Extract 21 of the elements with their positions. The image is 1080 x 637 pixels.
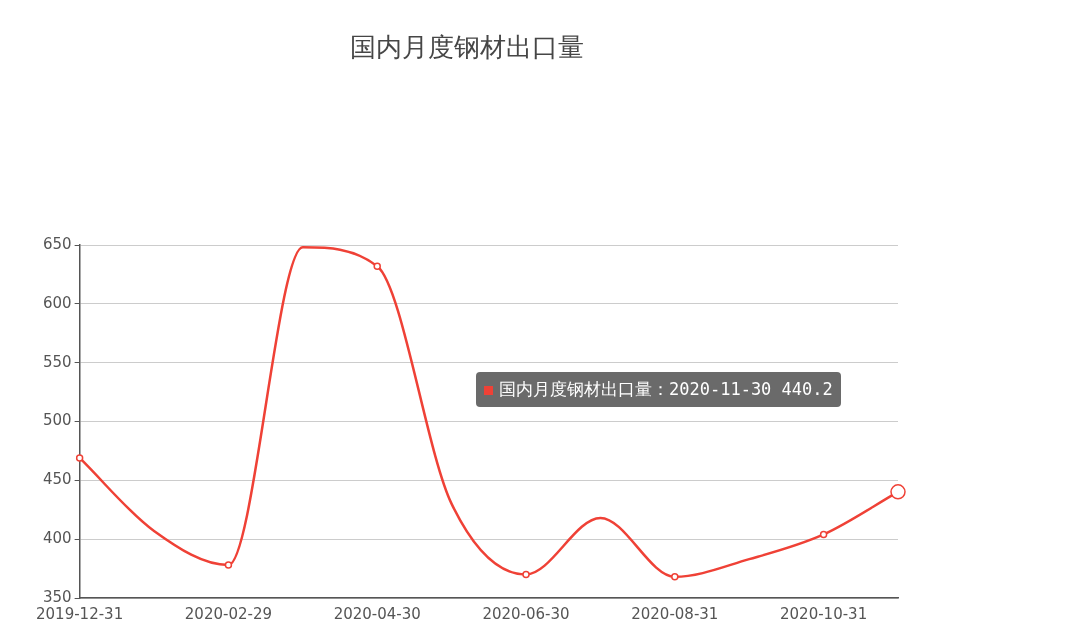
x-tick-label: 2020-04-30 bbox=[333, 604, 421, 623]
x-tick-label: 2020-08-31 bbox=[631, 604, 719, 623]
y-tick-label: 450 bbox=[42, 470, 72, 489]
y-tick-label: 650 bbox=[42, 234, 72, 253]
x-tick-label: 2020-02-29 bbox=[184, 604, 273, 623]
x-tick-label: 2020-10-31 bbox=[780, 604, 868, 623]
annotation: 国内月度钢材出口量：2020-11-30 440.2 bbox=[499, 379, 833, 399]
chart-title: 国内月度钢材出口量 bbox=[349, 31, 585, 64]
point bbox=[224, 561, 233, 569]
point bbox=[671, 573, 679, 581]
y-tick-label: 550 bbox=[42, 352, 72, 371]
y-tick-label: 400 bbox=[42, 529, 72, 548]
point bbox=[373, 262, 381, 270]
y-tick-label: 600 bbox=[42, 293, 72, 312]
y-tick-label: 350 bbox=[42, 587, 72, 606]
point bbox=[522, 570, 530, 579]
x-tick-label: 2019-12-31 bbox=[36, 604, 124, 623]
x-tick-label: 2020-06-30 bbox=[482, 604, 570, 623]
point bbox=[819, 530, 828, 539]
point bbox=[75, 454, 84, 462]
y-tick-label: 500 bbox=[42, 411, 72, 430]
